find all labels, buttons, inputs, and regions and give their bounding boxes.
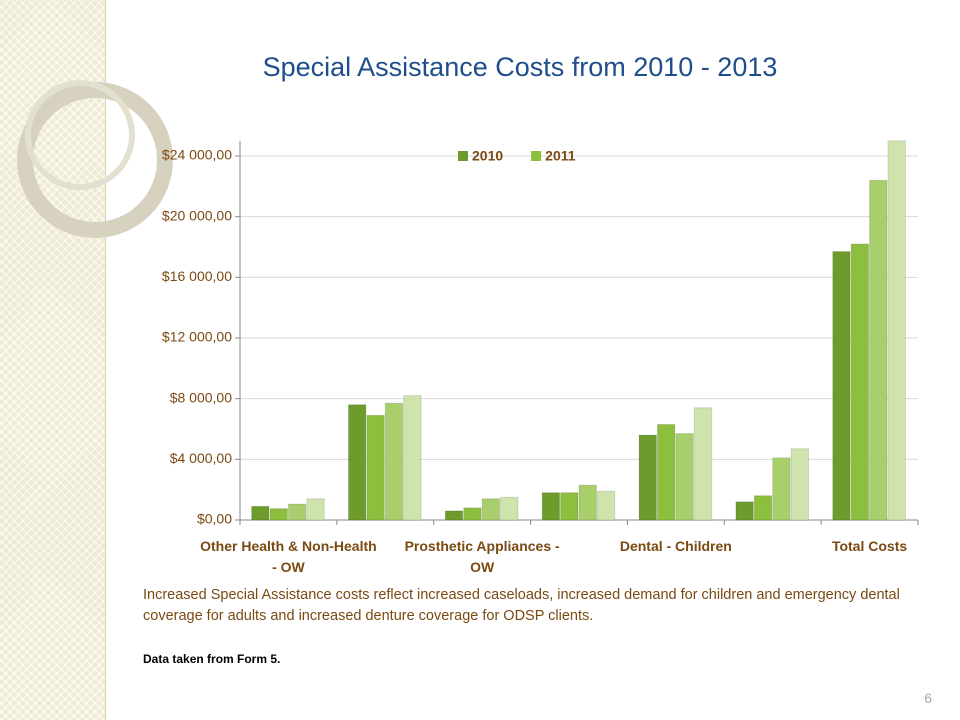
x-tick-label: Dental - Children (619, 538, 732, 554)
bar (384, 402, 404, 521)
x-tick-label: Total Costs (831, 538, 908, 554)
bar (366, 414, 385, 521)
y-tick-label: $4 000,00 (170, 450, 232, 466)
legend-label: 2010 (472, 148, 503, 164)
bar (596, 490, 616, 521)
decor-circles (17, 80, 173, 238)
y-tick-label: $16 000,00 (162, 268, 232, 284)
bar (306, 498, 325, 521)
bar (481, 498, 501, 521)
bar (656, 423, 676, 521)
decor-circle (17, 82, 173, 238)
y-tick-label: $0,00 (197, 511, 232, 527)
page-number: 6 (924, 690, 932, 706)
bar (887, 140, 906, 521)
bar (832, 251, 851, 521)
bar (638, 434, 657, 521)
legend-swatch (531, 151, 542, 161)
y-tick-label: $8 000,00 (170, 389, 232, 405)
y-tick-label: $20 000,00 (162, 207, 232, 223)
bar (772, 457, 791, 521)
legend-swatch (458, 151, 468, 161)
y-tick-label: $12 000,00 (162, 329, 232, 345)
bar (790, 448, 810, 521)
bar (287, 503, 307, 521)
bar (251, 505, 270, 521)
bar (347, 404, 367, 521)
y-tick-label: $24 000,00 (162, 147, 232, 163)
bar (693, 407, 713, 521)
bar (869, 179, 888, 521)
decor-circle (25, 80, 135, 190)
decorative-strip (0, 0, 106, 720)
body-text: Increased Special Assistance costs refle… (143, 587, 900, 624)
bar (403, 395, 422, 521)
bar (463, 507, 482, 521)
bar (560, 492, 579, 521)
slide-title: Special Assistance Costs from 2010 - 201… (262, 52, 778, 82)
bar (500, 496, 519, 521)
legend-label: 2011 (545, 148, 576, 164)
bar (541, 492, 561, 521)
bar (578, 484, 597, 521)
bar (850, 243, 870, 521)
bar (444, 510, 464, 521)
source-note: Data taken from Form 5. (143, 652, 281, 666)
bar (735, 501, 754, 521)
bar (753, 495, 773, 521)
x-tick-label: Other Health & Non-Health - OW (200, 538, 377, 575)
x-tick-label: Prosthetic Appliances - OW (404, 538, 560, 575)
bar (269, 508, 288, 521)
bar (675, 433, 694, 521)
